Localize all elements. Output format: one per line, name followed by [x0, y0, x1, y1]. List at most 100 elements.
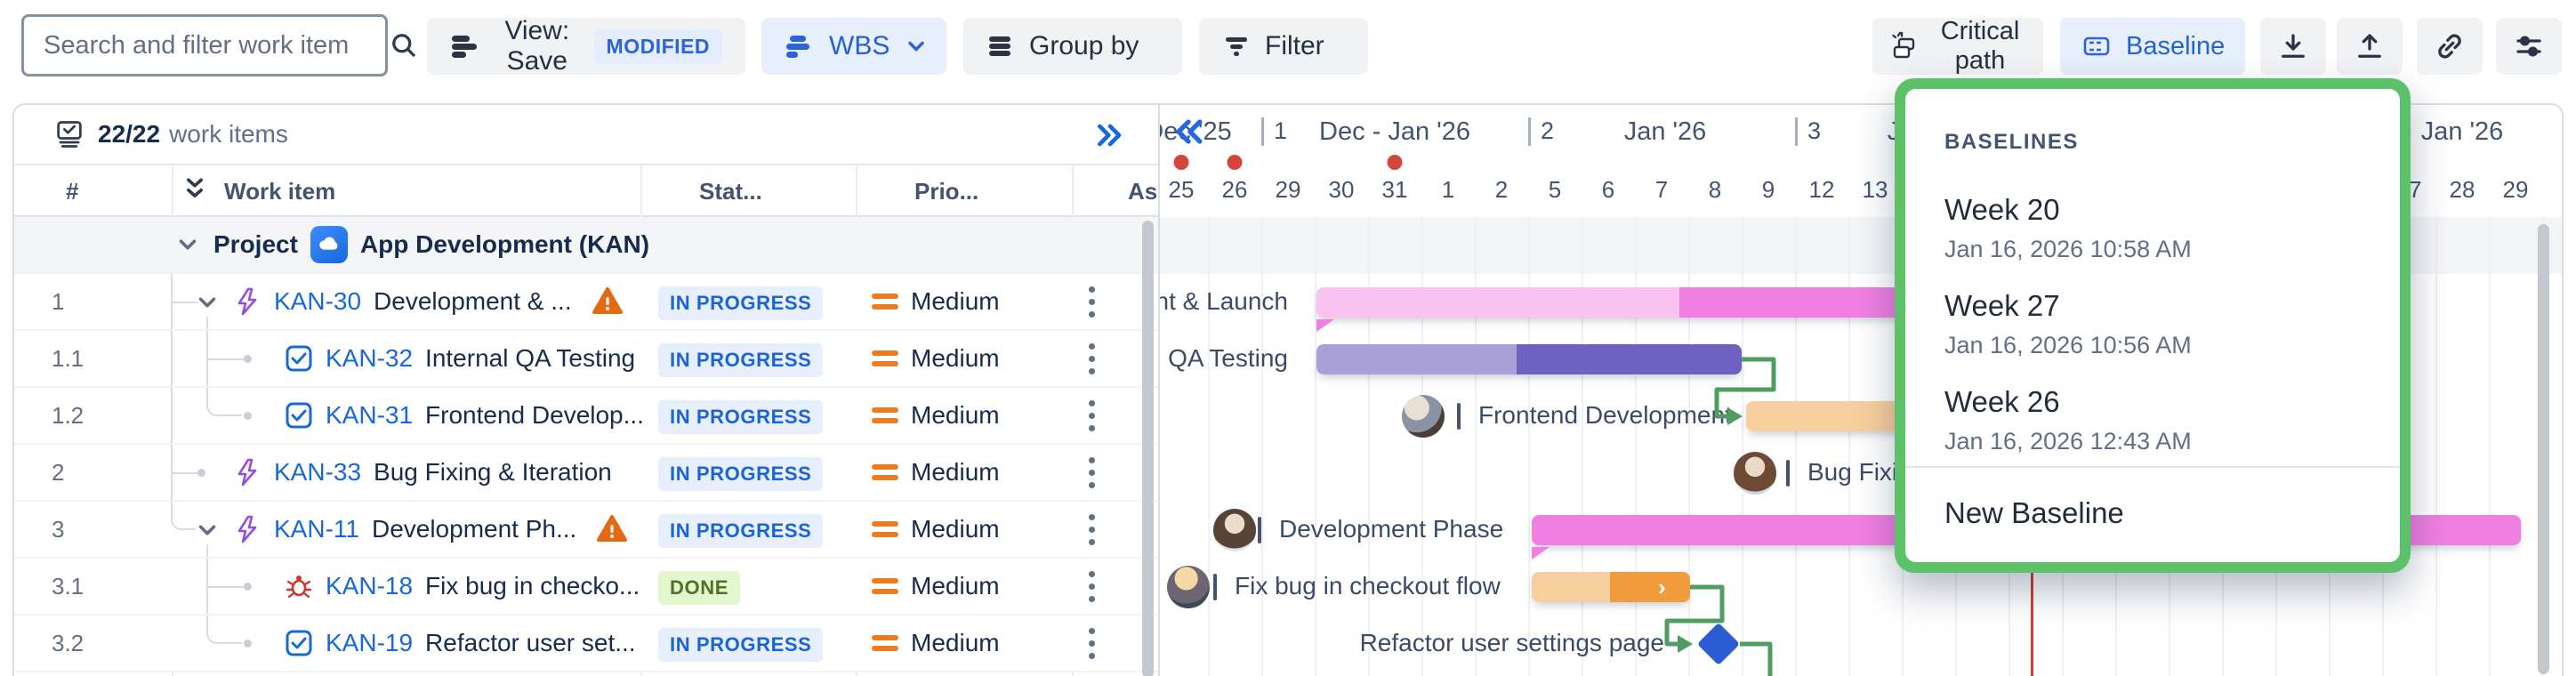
issue-key[interactable]: KAN-31: [326, 401, 414, 429]
assignee-avatar[interactable]: [1213, 509, 1256, 551]
table-row[interactable]: 3 KAN-11 Development Ph... IN PROGRESS Mediu…: [14, 502, 1158, 559]
col-header-assignee[interactable]: As...: [1128, 178, 1158, 205]
view-save-button[interactable]: View: Save MODIFIED: [427, 16, 745, 76]
issue-key[interactable]: KAN-11: [274, 515, 359, 543]
status-badge[interactable]: IN PROGRESS: [658, 286, 824, 320]
priority-cell[interactable]: Medium: [872, 274, 1000, 329]
table-row[interactable]: 1 KAN-30 Development & ... IN PROGRESS Mediu…: [14, 274, 1158, 331]
week-tick: [1528, 117, 1531, 146]
filter-button[interactable]: Filter: [1199, 18, 1368, 75]
collapse-timeline-icon[interactable]: [1169, 112, 1208, 151]
issue-key[interactable]: KAN-19: [326, 629, 414, 656]
baseline-item[interactable]: Week 20 Jan 16, 2026 10:58 AM: [1905, 193, 2400, 263]
row-expand-chevron[interactable]: [194, 289, 221, 316]
filter-icon: [1222, 32, 1251, 60]
status-badge[interactable]: IN PROGRESS: [658, 400, 824, 434]
export-download-button[interactable]: [2260, 18, 2326, 75]
download-icon: [2282, 34, 2305, 58]
work-item-table: 22/22 work items # Work item Stat... Pri…: [14, 105, 1160, 676]
issue-key[interactable]: KAN-18: [326, 572, 414, 600]
project-expand-chevron[interactable]: [174, 231, 201, 258]
table-row[interactable]: 3.2 KAN-19 Refactor user set... IN PROGRESS…: [14, 616, 1158, 672]
baseline-item[interactable]: Week 26 Jan 16, 2026 12:43 AM: [1905, 385, 2400, 455]
col-header-workitem[interactable]: Work item: [224, 178, 336, 205]
row-actions-kebab-icon[interactable]: [1089, 445, 1095, 500]
col-header-priority[interactable]: Prio...: [914, 178, 979, 205]
gantt-vertical-scrollbar[interactable]: [2538, 224, 2549, 674]
row-actions-kebab-icon[interactable]: [1089, 331, 1095, 386]
priority-cell[interactable]: Medium: [872, 331, 1000, 386]
issue-title: Development & ...: [374, 287, 572, 315]
dependency-connector: [1714, 357, 1776, 419]
priority-cell[interactable]: Medium: [872, 616, 1000, 671]
epic-type: [231, 514, 262, 544]
group-by-button[interactable]: Group by: [963, 18, 1182, 75]
search-input[interactable]: [24, 30, 388, 60]
table-row[interactable]: 3.1 KAN-18 Fix bug in checko... DONE Medium: [14, 559, 1158, 616]
col-header-num[interactable]: #: [66, 178, 79, 205]
status-badge[interactable]: IN PROGRESS: [658, 514, 824, 548]
row-actions-kebab-icon[interactable]: [1089, 388, 1095, 443]
label-divider: [1213, 574, 1217, 600]
row-actions-kebab-icon[interactable]: [1089, 616, 1095, 671]
bar-segment: [1316, 287, 1679, 318]
task-icon: [286, 402, 312, 429]
import-upload-button[interactable]: [2337, 18, 2403, 75]
priority-cell[interactable]: Medium: [872, 502, 1000, 557]
share-link-button[interactable]: [2417, 18, 2483, 75]
table-row[interactable]: 2 KAN-33 Bug Fixing & Iteration IN PROGRESS…: [14, 445, 1158, 502]
expand-table-icon[interactable]: [1092, 117, 1128, 153]
table-row[interactable]: 1.1 KAN-32 Internal QA Testing IN PROGRESS M…: [14, 331, 1158, 388]
gantt-bar[interactable]: [1316, 344, 1742, 374]
group-by-icon: [986, 32, 1015, 60]
issue-key[interactable]: KAN-32: [326, 344, 414, 372]
row-actions-kebab-icon[interactable]: [1089, 274, 1095, 329]
label-divider: [1786, 460, 1790, 487]
row-number: 2: [52, 458, 65, 486]
issue-key[interactable]: KAN-33: [274, 458, 362, 486]
warning-icon: [592, 287, 623, 314]
new-baseline-item[interactable]: New Baseline: [1944, 496, 2124, 529]
priority-cell[interactable]: Medium: [872, 445, 1000, 500]
assignee-avatar[interactable]: [1167, 566, 1210, 608]
project-name: App Development (KAN): [359, 230, 650, 258]
row-actions-kebab-icon[interactable]: [1089, 559, 1095, 614]
priority-cell[interactable]: Medium: [872, 388, 1000, 443]
upload-icon: [2358, 34, 2381, 58]
status-badge[interactable]: IN PROGRESS: [658, 628, 824, 662]
col-header-status[interactable]: Stat...: [699, 178, 762, 205]
date-label: 30: [1328, 176, 1355, 203]
bug-icon: [286, 575, 312, 599]
date-label: 2: [1494, 176, 1509, 203]
date-label: 12: [1808, 176, 1835, 203]
assignee-avatar[interactable]: [1734, 452, 1776, 495]
modified-badge: MODIFIED: [593, 28, 722, 64]
assignee-avatar[interactable]: [1402, 395, 1445, 438]
priority-cell[interactable]: Medium: [872, 559, 1000, 614]
table-row[interactable]: 1.2 KAN-31 Frontend Develop... IN PROGRESS M…: [14, 388, 1158, 445]
date-label: 1: [1441, 176, 1455, 203]
project-row[interactable]: Project App Development (KAN): [14, 217, 1158, 274]
row-expand-chevron[interactable]: [194, 517, 221, 543]
gantt-bar[interactable]: ›: [1532, 572, 1690, 602]
wbs-button[interactable]: WBS: [761, 18, 946, 75]
baseline-button[interactable]: Baseline: [2060, 18, 2245, 75]
status-badge[interactable]: IN PROGRESS: [658, 457, 824, 491]
status-badge[interactable]: DONE: [658, 571, 740, 605]
table-vertical-scrollbar[interactable]: [1142, 221, 1154, 676]
issue-title: Development Ph...: [371, 515, 577, 543]
epic-icon: [237, 515, 257, 543]
day-gridline: [1742, 217, 1743, 676]
issue-key[interactable]: KAN-30: [274, 287, 362, 315]
collapse-all-icon[interactable]: [180, 174, 210, 205]
view-settings-button[interactable]: [2496, 18, 2562, 75]
row-actions-kebab-icon[interactable]: [1089, 502, 1095, 557]
day-gridline: [1795, 217, 1797, 676]
status-badge[interactable]: IN PROGRESS: [658, 343, 824, 377]
dependency-arrow: [1678, 635, 1693, 653]
work-item-cell: KAN-19 Refactor user set...: [285, 616, 636, 671]
critical-path-button[interactable]: Critical path: [1872, 17, 2043, 75]
baseline-item[interactable]: Week 27 Jan 16, 2026 10:56 AM: [1905, 289, 2400, 359]
day-gridline: [1421, 217, 1423, 676]
critical-path-label: Critical path: [1940, 17, 2020, 75]
